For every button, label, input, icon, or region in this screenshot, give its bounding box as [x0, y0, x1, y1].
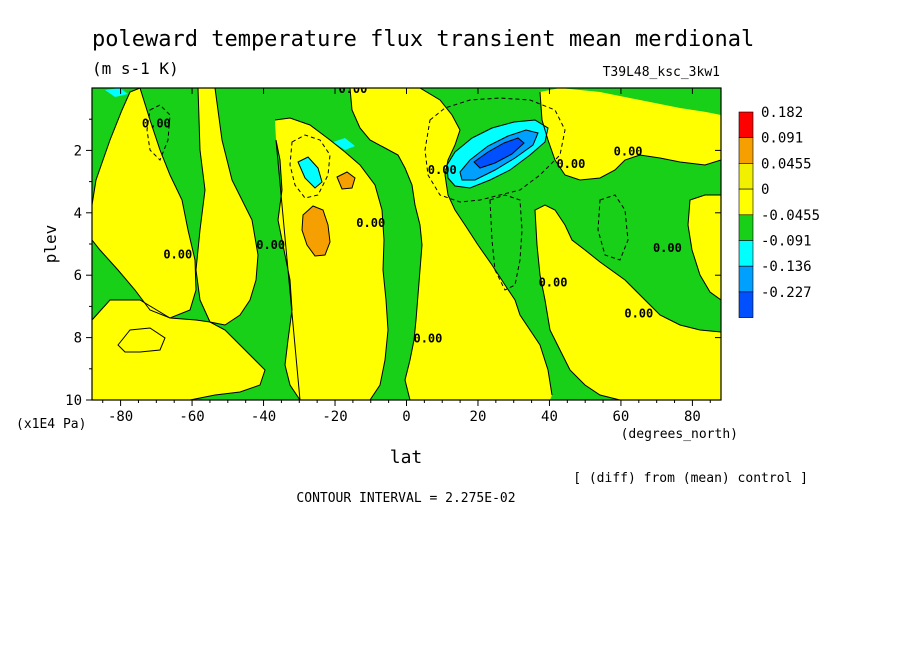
color-legend: 0.182 0.091 0.0455 0 -0.0455 -0.091 -0.136 -0.2… [738, 105, 820, 318]
legend-label: -0.0455 [761, 208, 820, 224]
contour-line [336, 171, 356, 190]
y-axis-units: (x1E4 Pa) [16, 417, 86, 432]
contour-label: 0.00 [614, 144, 643, 158]
x-tick-label: -20 [322, 409, 347, 425]
region-positive [92, 300, 265, 400]
y-tick-label: 10 [65, 393, 82, 409]
legend-swatch [738, 214, 754, 241]
contour-lines [92, 88, 721, 400]
region-very-strong-negative [474, 138, 524, 168]
contour-line [473, 137, 525, 169]
contour-label: 0.00 [163, 247, 192, 261]
region-positive [540, 88, 721, 180]
run-label: T39L48_ksc_3kw1 [603, 65, 720, 80]
chart-title: poleward temperature flux transient mean… [92, 27, 754, 52]
legend-swatch [738, 163, 754, 190]
contour-line [687, 194, 721, 301]
contour-field: 0.00 0.00 0.00 0.00 0.00 0.00 0.00 0.00 0.00 0.00… [92, 82, 721, 400]
contour-line [419, 88, 553, 396]
contour-label: 0.00 [539, 275, 568, 289]
contour-line [274, 117, 389, 400]
contour-line [489, 194, 523, 291]
y-tick-label: 2 [74, 143, 82, 159]
contour-line [446, 119, 549, 189]
contour-label: 0.00 [142, 116, 171, 130]
contour-line [539, 91, 721, 181]
y-tick-label: 8 [74, 331, 82, 347]
region-positive [688, 195, 721, 300]
x-axis-title: lat [390, 447, 423, 468]
legend-label: -0.091 [761, 234, 812, 250]
y-tick-label: 4 [74, 206, 82, 222]
x-tick-label: 0 [402, 409, 410, 425]
region-strong-positive [337, 172, 355, 189]
chart-units: (m s-1 K) [92, 59, 179, 78]
legend-swatch [738, 188, 754, 216]
legend-swatch [738, 240, 754, 267]
region-positive [275, 118, 388, 400]
x-tick-label: 60 [613, 409, 630, 425]
contour-line [301, 205, 331, 257]
contour-line [424, 97, 566, 203]
contour-label: 0.00 [356, 216, 385, 230]
contour-line [275, 139, 301, 400]
contour-line [92, 299, 266, 400]
contour-line [597, 194, 629, 261]
x-tick-label: -80 [108, 409, 133, 425]
region-positive [196, 88, 258, 325]
contour-line [195, 88, 259, 326]
contour-interval: CONTOUR INTERVAL = 2.275E-02 [296, 491, 515, 506]
region-strong-positive [302, 206, 330, 256]
legend-swatch [738, 265, 754, 293]
x-tick-label: 40 [541, 409, 558, 425]
y-axis-title: plev [41, 225, 60, 264]
x-axis-units: (degrees_north) [621, 427, 738, 442]
region-negative [105, 88, 128, 97]
region-positive [350, 88, 552, 400]
legend-swatch [738, 137, 754, 164]
contour-label: 0.00 [338, 82, 367, 96]
contour-line [117, 327, 166, 353]
legend-label: 0.0455 [761, 156, 812, 172]
legend-label: -0.136 [761, 259, 812, 275]
contour-line [297, 156, 323, 189]
legend-swatch [738, 291, 754, 318]
contour-line [534, 204, 721, 400]
contour-labels: 0.00 0.00 0.00 0.00 0.00 0.00 0.00 0.00 0.00 0.00… [142, 82, 682, 346]
x-tick-label: 20 [470, 409, 487, 425]
contour-label: 0.00 [624, 307, 653, 321]
x-tick-label: -60 [179, 409, 204, 425]
x-tick-label: 80 [684, 409, 701, 425]
region-positive [92, 88, 196, 318]
legend-label: 0.182 [761, 105, 803, 121]
footnote: [ (diff) from (mean) control ] [573, 471, 808, 486]
x-axis: -80 -60 -40 -20 0 20 40 60 80 [102, 88, 711, 425]
contour-line [459, 129, 539, 181]
contour-label: 0.00 [556, 157, 585, 171]
legend-swatch [738, 111, 754, 139]
contour-line [349, 88, 423, 400]
y-axis: 2 4 6 8 10 [65, 118, 721, 409]
contour-line [289, 134, 331, 199]
region-negative [333, 138, 355, 150]
legend-label: 0 [761, 182, 769, 198]
contour-label: 0.00 [653, 241, 682, 255]
region-positive [118, 328, 165, 352]
contour-label: 0.00 [428, 163, 457, 177]
contour-line [92, 88, 197, 319]
region-negative [298, 157, 322, 188]
x-tick-label: -40 [251, 409, 276, 425]
contour-label: 0.00 [413, 332, 442, 346]
y-tick-label: 6 [74, 268, 82, 284]
region-positive [535, 205, 721, 400]
legend-label: -0.227 [761, 285, 812, 301]
legend-label: 0.091 [761, 131, 803, 147]
contour-label: 0.00 [256, 238, 285, 252]
